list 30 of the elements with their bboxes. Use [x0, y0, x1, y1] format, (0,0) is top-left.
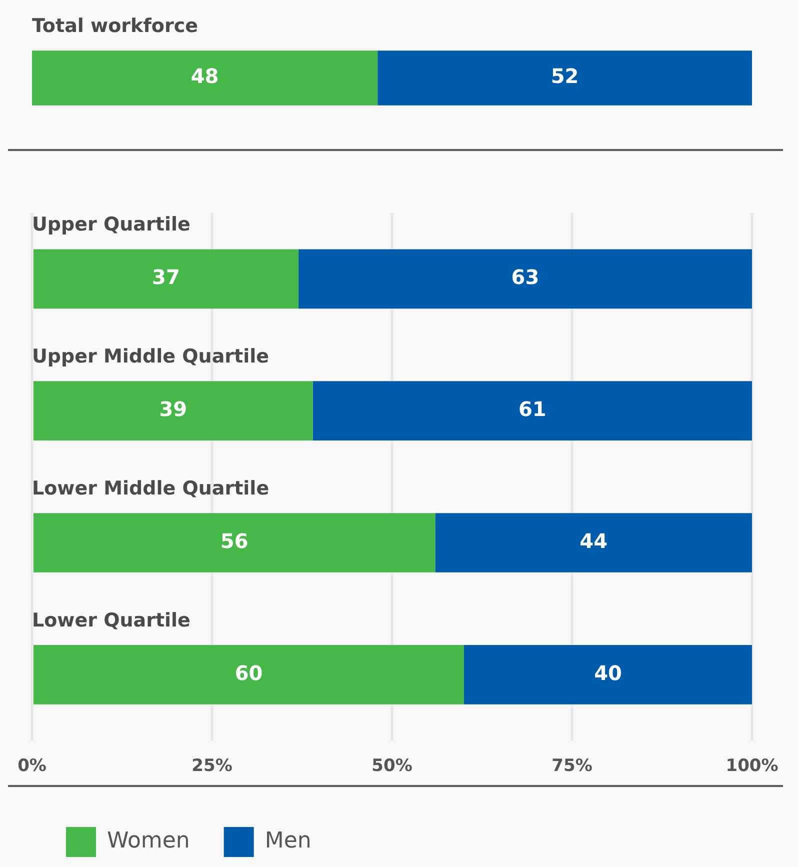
x-tick-label: 100%: [726, 756, 778, 776]
bar: [34, 381, 313, 441]
data-label: 63: [511, 265, 540, 290]
x-tick-label: 75%: [552, 756, 592, 776]
data-label: 40: [594, 660, 622, 685]
bar: [464, 644, 752, 704]
bar: [34, 249, 298, 309]
data-label: 48: [190, 64, 219, 88]
y-tick-label: Lower Middle Quartile: [32, 478, 270, 500]
data-label: 56: [220, 528, 248, 553]
bar: [312, 381, 752, 441]
y-tick-label: Upper Middle Quartile: [32, 346, 269, 368]
legend-label: Men: [264, 828, 312, 854]
x-tick-label: 0%: [18, 756, 46, 776]
bar: [435, 513, 752, 572]
x-tick-label: 25%: [192, 756, 232, 776]
y-tick-label: Lower Quartile: [32, 609, 190, 632]
data-label: 44: [580, 528, 608, 553]
legend-label: Women: [107, 828, 190, 854]
data-label: 39: [159, 397, 188, 422]
data-label: 61: [518, 397, 546, 422]
data-label: 37: [152, 265, 180, 290]
data-label: 52: [550, 64, 579, 88]
data-label: 60: [234, 660, 263, 685]
y-tick-label: Total workforce: [32, 15, 198, 38]
y-tick-label: Upper Quartile: [32, 214, 190, 236]
x-tick-label: 50%: [372, 756, 412, 776]
bar: [34, 513, 436, 572]
bar: [298, 249, 752, 309]
bar: [34, 644, 464, 704]
